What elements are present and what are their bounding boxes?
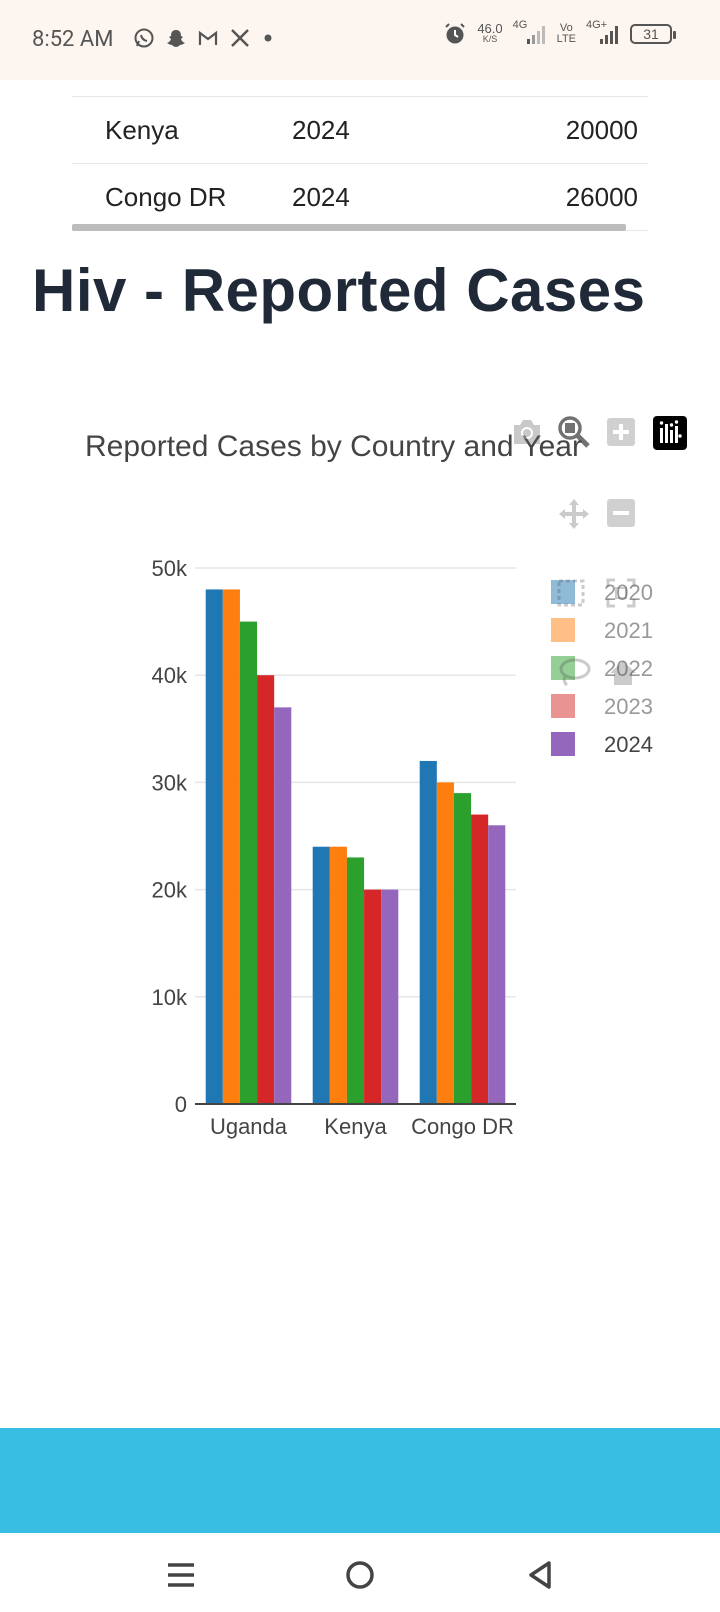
bar-congo-dr-2020[interactable] — [419, 760, 437, 1104]
bar-kenya-2022[interactable] — [346, 857, 365, 1104]
box-select-icon[interactable] — [556, 578, 586, 608]
y-tick-label: 40k — [152, 663, 188, 688]
legend-swatch — [551, 618, 575, 642]
chart-legend[interactable]: 2020 2021 2022 2023 2024 — [551, 580, 653, 757]
bar-kenya-2021[interactable] — [329, 846, 347, 1104]
chart-title: Reported Cases by Country and Year — [85, 430, 582, 463]
network-speed-value: 46.0 — [477, 21, 503, 36]
signal-4g-icon: 4G — [513, 20, 547, 46]
bar-uganda-2022[interactable] — [239, 621, 258, 1104]
signal-4g-plus-icon: 4G+ — [586, 20, 620, 46]
y-tick-label: 0 — [175, 1092, 187, 1117]
recent-apps-icon[interactable] — [161, 1555, 201, 1595]
table-cell-cases: 20000 — [565, 115, 638, 145]
bar-kenya-2023[interactable] — [364, 889, 382, 1104]
autoscale-icon[interactable] — [606, 578, 636, 608]
chart-bars — [205, 589, 506, 1104]
table-cell-country: Congo DR — [105, 182, 227, 212]
system-navigation-bar — [0, 1533, 720, 1612]
table-cell-country: Kenya — [105, 115, 179, 145]
bar-chart: 0 10k 20k 30k 40k 50k Uganda Kenya Congo DR 2020… — [152, 556, 653, 1139]
bar-uganda-2023[interactable] — [257, 675, 275, 1104]
bar-uganda-2024[interactable] — [274, 707, 292, 1104]
legend-item-2024[interactable]: 2024 — [551, 732, 653, 757]
legend-item-2022[interactable]: 2022 — [551, 656, 653, 681]
zoom-in-icon[interactable] — [606, 417, 636, 447]
lasso-icon[interactable] — [557, 658, 591, 688]
y-tick-label: 10k — [152, 985, 188, 1010]
legend-item-2021[interactable]: 2021 — [551, 618, 653, 643]
battery-icon: 31 — [630, 24, 676, 44]
chart-axes: 0 10k 20k 30k 40k 50k Uganda Kenya Congo DR — [152, 556, 516, 1139]
legend-label: 2022 — [604, 656, 653, 681]
legend-swatch — [551, 656, 575, 680]
bar-kenya-2024[interactable] — [381, 889, 399, 1104]
network-speed-unit: K/S — [482, 34, 498, 44]
table-cell-year: 2024 — [292, 182, 350, 212]
system-icons: 46.0 K/S 4G Vo LTE 4G+ 31 — [443, 20, 676, 46]
table-cell-year: 2024 — [292, 115, 350, 145]
bar-kenya-2020[interactable] — [312, 846, 330, 1104]
zoom-icon[interactable] — [557, 415, 591, 449]
alarm-icon — [443, 22, 467, 46]
legend-label: 2023 — [604, 694, 653, 719]
status-bar: 8:52 AM 46.0 K/S 4G Vo LTE — [0, 0, 720, 80]
battery-level: 31 — [643, 26, 659, 42]
y-tick-label: 30k — [152, 770, 188, 795]
pan-icon[interactable] — [557, 497, 591, 531]
x-tick-label: Congo DR — [411, 1114, 514, 1139]
bar-congo-dr-2022[interactable] — [453, 793, 472, 1104]
legend-label: 2024 — [604, 732, 653, 757]
page-title: Hiv - Reported Cases — [32, 257, 646, 324]
x-icon — [229, 27, 251, 49]
x-tick-label: Uganda — [210, 1114, 288, 1139]
legend-swatch — [551, 580, 575, 604]
whatsapp-icon — [133, 27, 155, 49]
table-row: Kenya 2024 20000 — [72, 96, 648, 163]
legend-label: 2021 — [604, 618, 653, 643]
camera-icon[interactable] — [510, 417, 544, 447]
home-icon[interactable] — [608, 658, 638, 688]
table-cell-cases: 26000 — [565, 182, 638, 212]
plotly-logo-icon[interactable] — [653, 416, 687, 450]
y-tick-label: 20k — [152, 878, 188, 903]
footer-band — [0, 1428, 720, 1533]
legend-label: 2020 — [604, 580, 653, 605]
bar-congo-dr-2021[interactable] — [436, 782, 454, 1104]
bar-congo-dr-2023[interactable] — [471, 814, 489, 1104]
legend-item-2023[interactable]: 2023 — [551, 694, 653, 719]
network-speed: 46.0 K/S — [477, 21, 503, 45]
back-icon[interactable] — [520, 1555, 560, 1595]
snapchat-icon — [165, 27, 187, 49]
x-tick-label: Kenya — [324, 1114, 387, 1139]
volte-icon: Vo LTE — [556, 22, 576, 45]
legend-swatch — [551, 694, 575, 718]
y-tick-label: 50k — [152, 556, 188, 581]
more-notifications-dot-icon — [261, 31, 275, 45]
legend-item-2020[interactable]: 2020 — [551, 580, 653, 605]
status-time: 8:52 AM — [32, 27, 114, 52]
table-horizontal-scrollbar[interactable] — [72, 224, 626, 231]
bar-uganda-2021[interactable] — [222, 589, 240, 1104]
legend-swatch — [551, 732, 575, 756]
bar-congo-dr-2024[interactable] — [488, 825, 506, 1104]
gmail-icon — [197, 27, 219, 49]
zoom-out-icon[interactable] — [606, 498, 636, 528]
notification-icons — [133, 27, 275, 49]
bar-uganda-2020[interactable] — [205, 589, 223, 1104]
home-circle-icon[interactable] — [340, 1555, 380, 1595]
